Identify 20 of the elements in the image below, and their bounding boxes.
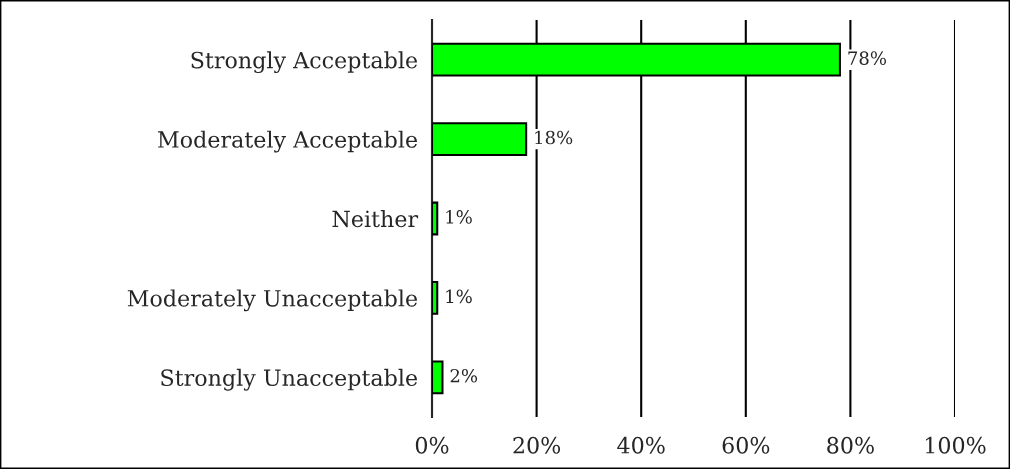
data-label: 2% bbox=[450, 368, 478, 383]
bar bbox=[432, 360, 444, 395]
x-tick-label: 80% bbox=[827, 436, 874, 454]
data-label: 1% bbox=[446, 289, 472, 304]
bar bbox=[432, 280, 439, 315]
data-label: 1% bbox=[446, 210, 472, 224]
x-tick-label: 40% bbox=[617, 436, 665, 454]
y-tick-label: Neither bbox=[332, 210, 419, 228]
y-tick-label: Strongly Unacceptable bbox=[161, 368, 417, 391]
bar bbox=[432, 201, 439, 236]
x-tick-label: 100% bbox=[925, 436, 986, 454]
y-tick-label: Moderately Unacceptable bbox=[127, 289, 417, 312]
data-label: 18% bbox=[535, 130, 573, 145]
data-label: 78% bbox=[848, 51, 887, 65]
x-tick-label: 60% bbox=[722, 436, 770, 454]
y-tick-label: Moderately Acceptable bbox=[158, 130, 417, 153]
x-tick-label: 0% bbox=[415, 436, 449, 454]
y-tick-label: Strongly Acceptable bbox=[191, 51, 417, 74]
x-tick-label: 20% bbox=[513, 436, 561, 454]
bar bbox=[432, 122, 528, 157]
